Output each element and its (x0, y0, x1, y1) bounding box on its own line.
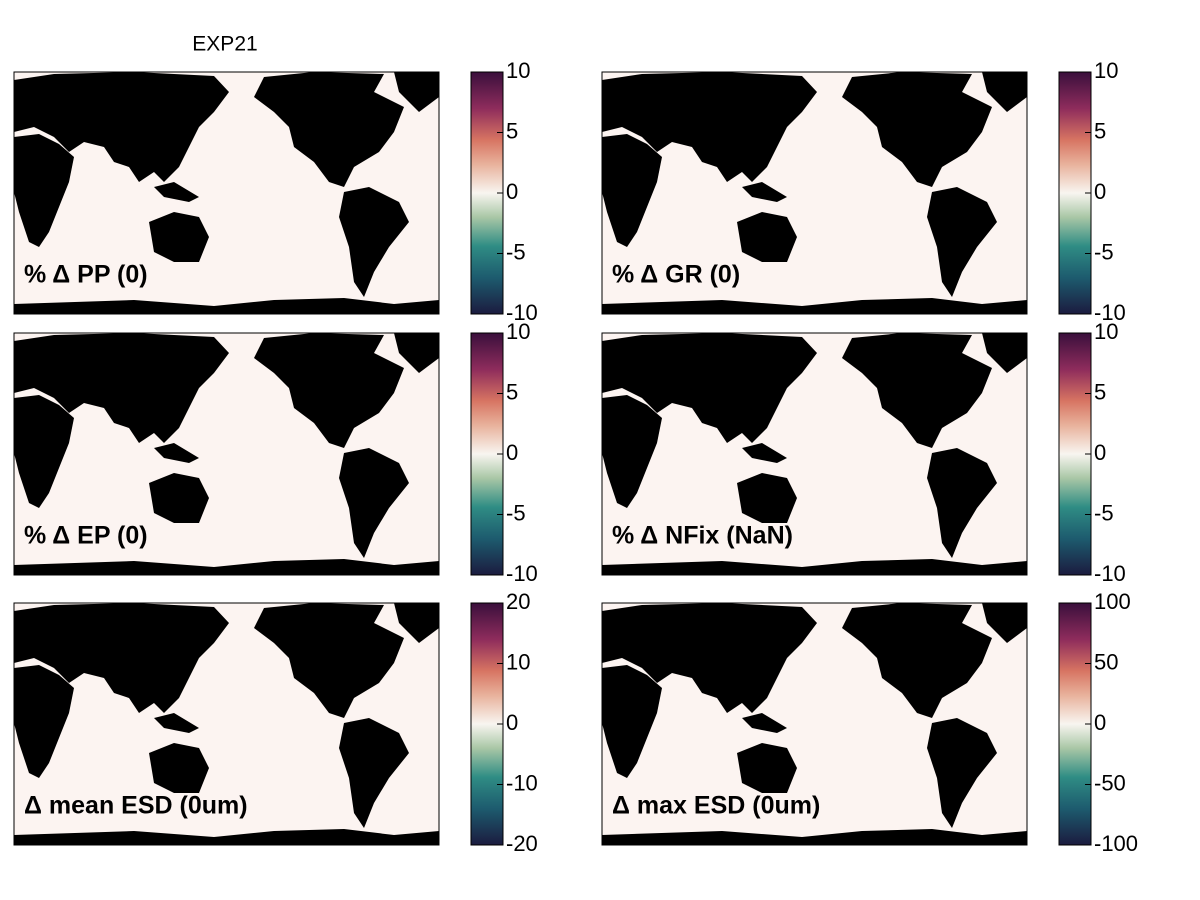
colorbar-tick-label: -5 (1094, 239, 1114, 264)
colorbar-tick-label: -5 (1094, 500, 1114, 525)
colorbar-tick-label: 5 (1094, 379, 1106, 404)
map-frame (601, 71, 1028, 315)
panel-label: % Δ GR (0) (612, 261, 740, 289)
colorbar-tick-label: 0 (1094, 710, 1106, 735)
colorbar-tick-label: -50 (1094, 770, 1126, 795)
map-frame (601, 602, 1028, 846)
colorbar-tick-label: 0 (1094, 440, 1106, 465)
colorbar-tick-label: 20 (506, 589, 530, 614)
colorbar-tick-label: -5 (506, 239, 526, 264)
colorbar-tick-label: -10 (506, 770, 538, 795)
colorbar-tick-label: 100 (1094, 589, 1131, 614)
colorbar-tick-label: -10 (506, 561, 538, 586)
colorbar-tick-label: 50 (1094, 649, 1118, 674)
map-frame (13, 602, 440, 846)
colorbar-tick-label: 10 (506, 58, 530, 83)
panel-label: % Δ EP (0) (24, 522, 148, 550)
colorbar-tick-label: 5 (506, 118, 518, 143)
panel-label: % Δ NFix (NaN) (612, 522, 793, 550)
colorbar-tick-label: -100 (1094, 831, 1138, 856)
colorbar-tick-label: 10 (506, 319, 530, 344)
colorbar-tick-label: -5 (506, 500, 526, 525)
colorbar-tick-label: 0 (1094, 179, 1106, 204)
colorbar-tick-label: 0 (506, 179, 518, 204)
colorbar-tick-label: -10 (506, 300, 538, 325)
panel-label: Δ mean ESD (0um) (24, 792, 248, 820)
colorbar-tick-label: 5 (506, 379, 518, 404)
colorbar-tick-label: 10 (1094, 58, 1118, 83)
colorbar-tick-label: -20 (506, 831, 538, 856)
colorbar-tick-label: 5 (1094, 118, 1106, 143)
colorbar-tick-label: -10 (1094, 561, 1126, 586)
colorbar-tick-label: -10 (1094, 300, 1126, 325)
map-frame (13, 332, 440, 576)
colorbar-tick-label: 0 (506, 710, 518, 735)
colorbar-tick-label: 0 (506, 440, 518, 465)
panel-label: Δ max ESD (0um) (612, 792, 820, 820)
map-frame (13, 71, 440, 315)
colorbar-tick-label: 10 (506, 649, 530, 674)
colorbar-tick-label: 10 (1094, 319, 1118, 344)
map-frame (601, 332, 1028, 576)
figure-title: EXP21 (192, 33, 257, 56)
panel-label: % Δ PP (0) (24, 261, 148, 289)
